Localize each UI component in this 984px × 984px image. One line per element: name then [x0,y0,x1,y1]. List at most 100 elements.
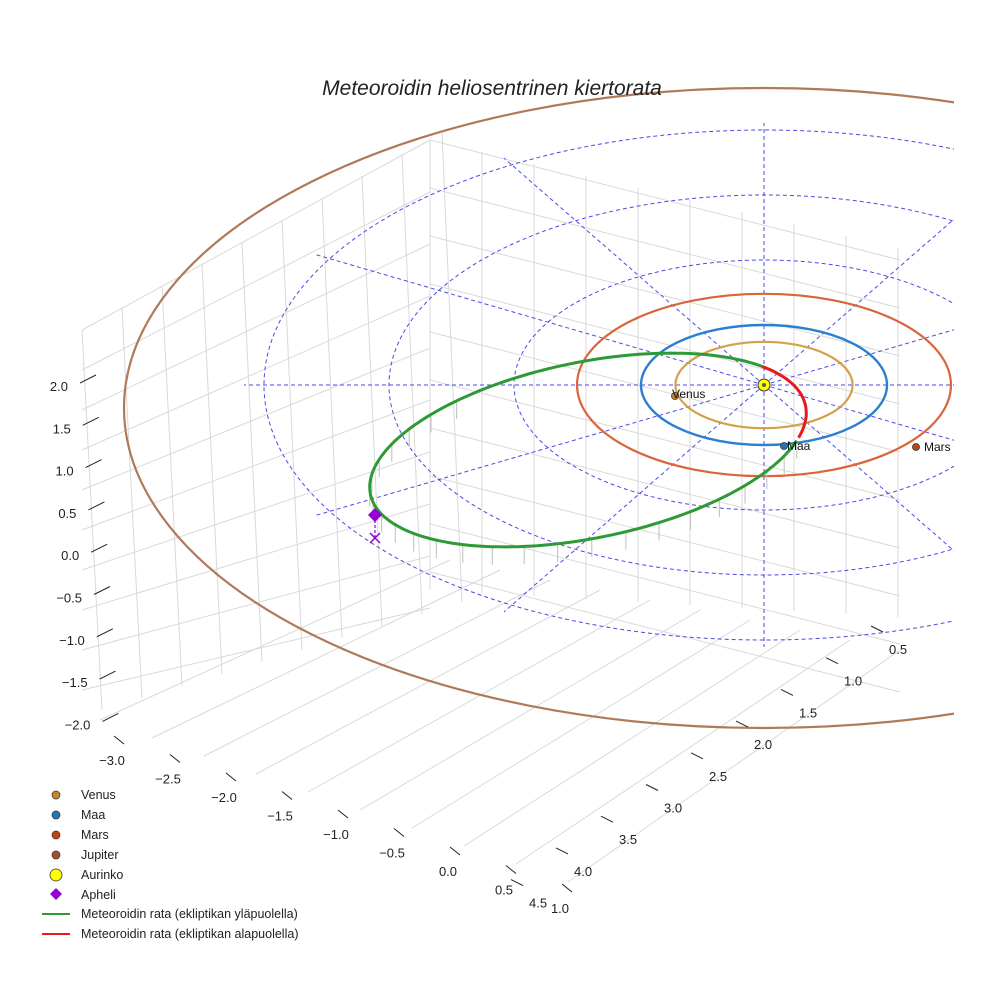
z-tick-mark [88,501,105,511]
pane-grid-line [515,639,851,865]
x-tick-label: −1.5 [267,809,293,824]
pane-grid-line [429,475,901,597]
y-tick-mark [735,720,749,728]
legend-mars-marker [51,830,61,840]
pane-grid-line [203,579,551,757]
y-tick-mark [780,688,794,696]
pane-grid-line [281,219,303,651]
z-tick-label: 0.5 [58,506,76,521]
pane-grid-line [429,187,901,309]
z-tick-mark [96,628,114,638]
legend-jupiter-marker [51,850,61,860]
legend-aphelion-label: Apheli [81,888,116,902]
earth-label: Maa [787,439,811,453]
pane-grid-line [429,523,901,645]
x-tick-mark [449,846,461,856]
z-tick-label: −1.5 [62,675,88,690]
legend-jupiter-label: Jupiter [81,848,119,862]
pane-grid-line [81,399,431,531]
x-tick-mark [225,772,237,782]
pane-grid-line [359,609,701,811]
legend-earth-marker [51,810,61,820]
legend-venus-marker [51,790,61,800]
pane-grid-line [151,569,501,739]
y-tick-label: 4.5 [529,896,547,911]
z-tick-mark [85,459,102,469]
pane-grid-line [121,307,143,699]
y-tick-label: 1.5 [799,705,817,720]
z-tick-label: 0.0 [61,548,79,563]
ecliptic-reference-grid [244,123,954,647]
pane-grid-line [81,243,431,411]
y-axis: 0.5 1.0 1.5 2.0 2.5 3.0 3.5 4.0 4.5 [510,625,907,911]
x-tick-label: 0.0 [439,864,457,879]
pane-grid-line [429,235,901,357]
z-tick-label: 2.0 [50,379,68,394]
legend-below-label: Meteoroidin rata (ekliptikan alapuolella… [81,927,298,941]
earth-marker [780,442,788,450]
pane-grid-line [429,427,901,549]
y-tick-mark [510,879,524,887]
y-tick-label: 2.5 [709,769,727,784]
y-tick-mark [555,847,569,855]
x-tick-label: −2.5 [155,772,181,787]
y-tick-mark [600,815,614,823]
mars-label: Mars [924,440,951,454]
pane-grid-line [81,329,103,711]
venus-label: Venus [672,387,705,401]
pane-grid-line [99,559,451,721]
z-tick-label: −1.0 [59,633,85,648]
legend-venus-label: Venus [81,788,116,802]
ecliptic-spoke-10 [763,218,954,386]
pane-grid-line [321,197,343,639]
x-tick-label: −1.0 [323,827,349,842]
y-tick-label: 1.0 [844,674,862,689]
pane-grid-line [429,283,901,405]
pane-grid-line [81,347,431,491]
x-axis: −3.0 −2.5 −2.0 −1.5 −1.0 −0.5 0.0 0.5 1.0 [99,735,573,916]
pane-grid-line [361,175,383,627]
y-tick-mark [825,657,839,665]
x-tick-mark [113,735,125,745]
z-tick-mark [99,670,116,680]
mars-marker [912,443,920,451]
y-tick-label: 2.0 [754,737,772,752]
pane-grid-line [401,153,423,615]
x-tick-mark [169,754,181,763]
x-tick-mark [281,791,293,800]
aphelion-projection-marker [369,532,381,544]
pane-grid-line [161,285,183,687]
pane-grid-line [429,331,901,453]
axis-panes [81,131,901,883]
x-tick-mark [505,865,517,874]
x-tick-label: −2.0 [211,790,237,805]
legend-aphelion-marker [50,888,62,900]
earth-orbit [639,323,889,447]
y-tick-mark [690,752,704,760]
z-tick-mark [102,712,119,722]
ecliptic-spoke-2 [763,384,954,552]
z-tick-label: 1.5 [53,421,71,436]
ecliptic-spoke-4 [503,384,765,613]
y-tick-label: 3.5 [619,832,637,847]
x-tick-mark [393,828,405,837]
pane-grid-line [81,139,431,331]
pane-grid-line [81,295,431,451]
z-tick-mark [90,543,108,553]
y-tick-label: 0.5 [889,642,907,657]
pane-grid-line [441,131,463,603]
x-tick-mark [337,809,349,819]
z-tick-mark [79,374,97,384]
z-tick-label: 1.0 [56,464,74,479]
z-tick-label: −2.0 [65,717,91,732]
pane-grid-line [429,571,901,693]
sun-center-dot [762,383,766,387]
pane-grid-line [307,599,651,793]
pane-grid-line [429,379,901,501]
pane-grid-line [411,619,751,829]
pane-grid-line [81,503,431,611]
aphelion-marker [368,508,382,522]
y-tick-label: 4.0 [574,864,592,879]
